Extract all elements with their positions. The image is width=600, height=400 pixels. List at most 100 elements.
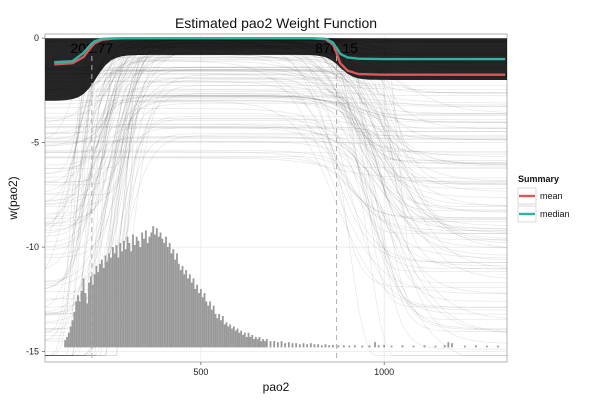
weight-trace bbox=[45, 67, 507, 341]
weight-trace bbox=[45, 127, 507, 356]
histogram-bar bbox=[159, 232, 162, 348]
weight-trace bbox=[45, 91, 507, 97]
histogram-bar bbox=[185, 270, 188, 348]
histogram-bar bbox=[287, 342, 290, 348]
histogram-bar bbox=[95, 265, 98, 348]
weight-trace bbox=[45, 66, 507, 319]
histogram-bar bbox=[106, 261, 109, 348]
weight-trace bbox=[45, 126, 507, 249]
weight-trace bbox=[45, 77, 507, 356]
weight-trace bbox=[45, 57, 507, 218]
histogram-bar bbox=[148, 236, 151, 348]
histogram-bar bbox=[177, 263, 180, 348]
histogram-bar bbox=[280, 341, 283, 348]
weight-trace bbox=[45, 70, 507, 201]
histogram-bar bbox=[269, 341, 272, 348]
weight-trace bbox=[45, 80, 507, 90]
y-tick-label: -5 bbox=[31, 138, 39, 148]
histogram-bar bbox=[181, 265, 184, 348]
weight-trace bbox=[45, 133, 507, 356]
histogram-bar bbox=[205, 301, 208, 348]
weight-trace bbox=[45, 70, 507, 140]
histogram-bar bbox=[214, 313, 217, 348]
weight-trace bbox=[45, 95, 507, 282]
weight-trace bbox=[45, 69, 507, 207]
histogram-bar bbox=[474, 345, 477, 348]
histogram-bar bbox=[126, 236, 129, 348]
weight-trace bbox=[45, 103, 507, 258]
histogram-bar bbox=[179, 270, 182, 348]
histogram-bar bbox=[225, 322, 228, 348]
weight-trace bbox=[45, 54, 507, 247]
summary-series bbox=[54, 37, 506, 76]
weight-trace bbox=[45, 136, 507, 302]
weight-trace bbox=[45, 120, 507, 356]
histogram-bar bbox=[383, 344, 386, 348]
histogram-bar bbox=[434, 345, 437, 348]
weight-trace bbox=[45, 151, 507, 356]
weight-trace bbox=[45, 127, 507, 234]
weight-trace bbox=[45, 60, 507, 224]
weight-trace bbox=[45, 71, 507, 356]
weight-trace bbox=[45, 157, 507, 220]
weight-trace bbox=[45, 69, 507, 214]
histogram-bar bbox=[317, 344, 320, 348]
histogram-bar bbox=[368, 345, 371, 348]
histogram-bar bbox=[212, 305, 215, 348]
pao2-histogram bbox=[64, 226, 499, 348]
histogram-bar bbox=[75, 301, 78, 348]
histogram-bar bbox=[192, 278, 195, 348]
weight-trace bbox=[45, 67, 507, 114]
weight-trace bbox=[45, 95, 507, 330]
histogram-bar bbox=[245, 336, 248, 348]
weight-trace bbox=[45, 78, 507, 330]
histogram-bar bbox=[295, 343, 298, 348]
histogram-bar bbox=[238, 332, 241, 348]
histogram-bar bbox=[210, 309, 213, 348]
histogram-bar bbox=[254, 336, 257, 348]
histogram-bar bbox=[102, 267, 105, 348]
histogram-bar bbox=[97, 272, 100, 348]
weight-trace bbox=[45, 85, 507, 251]
histogram-bar bbox=[99, 263, 101, 348]
histogram-bar bbox=[139, 247, 142, 348]
histogram-bar bbox=[187, 278, 189, 348]
weight-trace bbox=[45, 98, 507, 315]
histogram-bar bbox=[262, 339, 265, 348]
weight-trace bbox=[45, 69, 507, 130]
histogram-bar bbox=[251, 334, 254, 348]
y-tick-label: 0 bbox=[34, 33, 39, 43]
histogram-bar bbox=[331, 344, 334, 348]
histogram-bar bbox=[196, 284, 199, 348]
histogram-bar bbox=[234, 330, 237, 348]
histogram-bar bbox=[91, 284, 94, 348]
histogram-bar bbox=[377, 345, 380, 348]
weight-trace bbox=[45, 118, 507, 229]
histogram-bar bbox=[320, 345, 323, 348]
histogram-bar bbox=[172, 249, 175, 348]
weight-trace bbox=[45, 108, 507, 342]
y-axis-title: w(pao2) bbox=[6, 176, 20, 220]
x-axis-title: pao2 bbox=[263, 380, 290, 394]
histogram-bar bbox=[128, 242, 131, 348]
histogram-bar bbox=[137, 240, 140, 348]
weight-trace bbox=[45, 74, 507, 308]
weight-trace bbox=[45, 99, 507, 356]
histogram-bar bbox=[190, 282, 193, 348]
histogram-bar bbox=[306, 344, 309, 348]
weight-trace bbox=[45, 95, 507, 220]
weight-trace bbox=[45, 123, 507, 330]
histogram-bar bbox=[170, 253, 173, 348]
histogram-bar bbox=[218, 313, 221, 348]
histogram-bar bbox=[122, 240, 125, 348]
histogram-bar bbox=[496, 345, 499, 348]
weight-trace bbox=[45, 137, 507, 356]
histogram-bar bbox=[124, 249, 127, 348]
histogram-bar bbox=[390, 345, 393, 348]
histogram-bar bbox=[256, 339, 259, 348]
histogram-bar bbox=[155, 228, 158, 348]
histogram-bar bbox=[227, 326, 230, 348]
weight-trace bbox=[45, 55, 507, 195]
histogram-bar bbox=[117, 257, 120, 348]
